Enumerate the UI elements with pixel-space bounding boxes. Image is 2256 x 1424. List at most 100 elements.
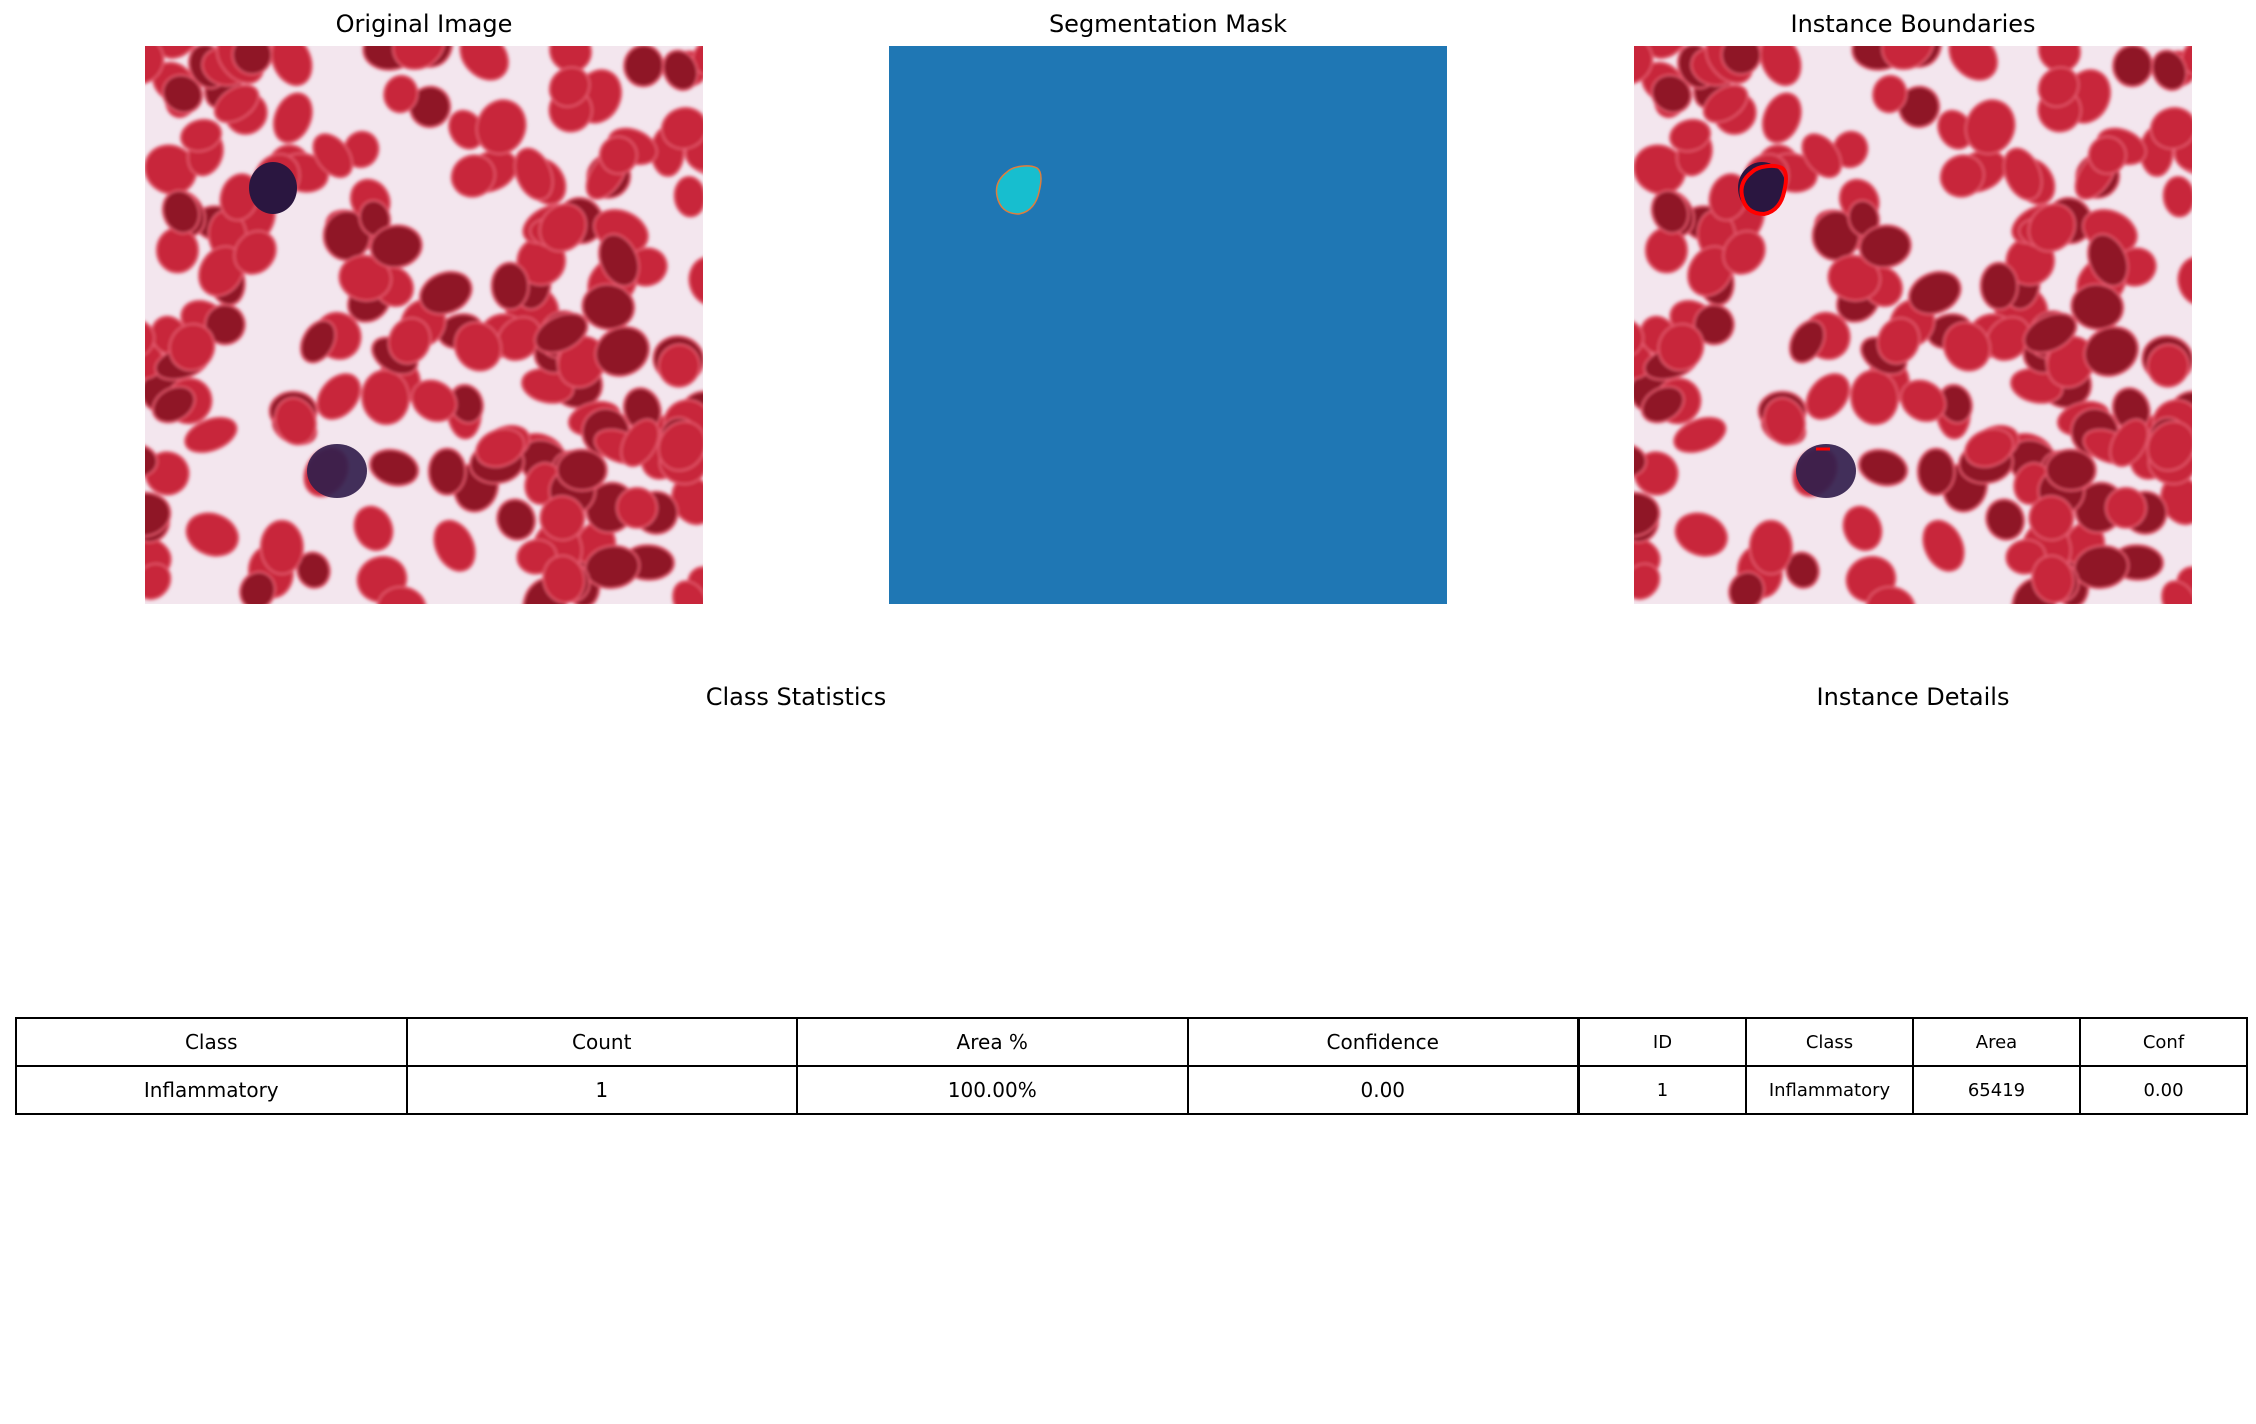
red-blood-cell <box>1858 448 1909 487</box>
red-blood-cell <box>2104 486 2148 529</box>
red-blood-cell <box>2044 448 2097 492</box>
header-area: Area <box>1912 1017 2081 1067</box>
red-blood-cell <box>662 49 699 92</box>
header-area-percent: Area % <box>796 1017 1189 1067</box>
red-blood-cell <box>450 154 496 198</box>
red-blood-cell <box>353 505 394 552</box>
red-blood-cell <box>1634 443 1648 479</box>
class-statistics-title: Class Statistics <box>705 683 887 711</box>
class-statistics-table: Class Count Area % Confidence Inflammato… <box>15 1017 1579 1115</box>
cell-conf: 0.00 <box>2079 1065 2248 1115</box>
red-blood-cell <box>1832 130 1869 169</box>
nucleus-upper <box>249 162 297 214</box>
red-blood-cell <box>185 512 240 557</box>
red-blood-cell <box>1811 209 1861 262</box>
red-blood-cell <box>2022 312 2078 354</box>
red-blood-cell <box>1916 447 1956 496</box>
red-blood-cell <box>657 420 703 472</box>
red-blood-cell <box>392 46 446 71</box>
red-blood-cell <box>1763 396 1806 446</box>
red-blood-cell <box>1693 303 1735 346</box>
red-blood-cell <box>151 385 196 424</box>
instance-boundary-1 <box>1739 163 1788 217</box>
header-confidence: Confidence <box>1186 1017 1579 1067</box>
red-blood-cell <box>2087 135 2127 175</box>
red-blood-cell <box>548 66 591 108</box>
red-blood-cell <box>1702 84 1749 124</box>
table-header-row: Class Count Area % Confidence <box>15 1017 1579 1067</box>
histology-image <box>145 46 703 604</box>
red-blood-cell <box>1899 379 1947 423</box>
original-image-title: Original Image <box>335 10 513 38</box>
red-blood-cell <box>597 233 640 288</box>
red-blood-cell <box>1865 585 1916 604</box>
table-row: 1 Inflammatory 65419 0.00 <box>1578 1065 2248 1115</box>
nucleus-lower <box>1796 444 1856 498</box>
red-blood-cell <box>1858 224 1912 269</box>
cell-area: 65419 <box>1912 1065 2081 1115</box>
table-header-row: ID Class Area Conf <box>1578 1017 2248 1067</box>
red-blood-cell <box>594 325 650 378</box>
red-blood-cell <box>1634 319 1645 359</box>
red-blood-cell <box>145 443 159 479</box>
red-blood-cell <box>548 46 593 73</box>
red-blood-cell <box>1650 73 1693 114</box>
red-blood-cell <box>1634 46 1654 85</box>
red-blood-cell <box>2037 66 2080 108</box>
red-blood-cell <box>688 255 703 307</box>
red-blood-cell <box>2083 325 2139 378</box>
instance-boundaries-panel <box>1634 46 2192 604</box>
red-blood-cell <box>1748 519 1794 575</box>
red-blood-cell <box>1939 154 1985 198</box>
red-blood-cell <box>274 396 317 446</box>
red-blood-cell <box>475 427 526 468</box>
red-blood-cell <box>1907 270 1962 316</box>
red-blood-cell <box>272 92 313 144</box>
red-blood-cell <box>1805 372 1851 421</box>
red-blood-cell <box>369 224 423 269</box>
red-blood-cell <box>1785 551 1820 589</box>
red-blood-cell <box>1650 189 1690 235</box>
instance-boundaries-title: Instance Boundaries <box>1790 10 2036 38</box>
boundaries-image <box>1634 46 2192 604</box>
red-blood-cell <box>387 317 432 365</box>
red-blood-cell <box>1634 562 1661 601</box>
red-blood-cell <box>410 379 458 423</box>
header-count: Count <box>405 1017 798 1067</box>
red-blood-cell <box>2146 343 2190 388</box>
red-blood-cell <box>1881 46 1935 71</box>
red-blood-cell <box>1942 321 1992 372</box>
mask-instance-1 <box>995 165 1042 215</box>
red-blood-cell <box>155 226 200 274</box>
red-blood-cell <box>2027 203 2077 253</box>
red-blood-cell <box>459 46 510 81</box>
red-blood-cell <box>296 551 331 589</box>
red-blood-cell <box>179 118 223 153</box>
red-blood-cell <box>433 519 476 573</box>
red-blood-cell <box>598 135 638 175</box>
red-blood-cell <box>1827 254 1882 302</box>
red-blood-cell <box>1674 512 1729 557</box>
red-blood-cell <box>581 283 636 331</box>
red-blood-cell <box>1728 571 1766 604</box>
red-blood-cell <box>2151 49 2188 92</box>
red-blood-cell <box>145 491 172 538</box>
red-blood-cell <box>343 130 380 169</box>
red-blood-cell <box>427 447 467 496</box>
red-blood-cell <box>657 343 701 388</box>
red-blood-cell <box>453 321 503 372</box>
red-blood-cell <box>2109 418 2149 468</box>
red-blood-cell <box>1849 369 1900 426</box>
red-blood-cell <box>1842 505 1883 552</box>
red-blood-cell <box>1634 144 1687 195</box>
red-blood-cell <box>161 189 201 235</box>
red-blood-cell <box>623 46 665 88</box>
red-blood-cell <box>2149 106 2192 150</box>
red-blood-cell <box>1876 317 1921 365</box>
header-id: ID <box>1578 1017 1747 1067</box>
instance-details-title: Instance Details <box>1816 683 2010 711</box>
red-blood-cell <box>383 74 419 114</box>
red-blood-cell <box>369 448 420 487</box>
red-blood-cell <box>1640 385 1685 424</box>
red-blood-cell <box>316 372 362 421</box>
